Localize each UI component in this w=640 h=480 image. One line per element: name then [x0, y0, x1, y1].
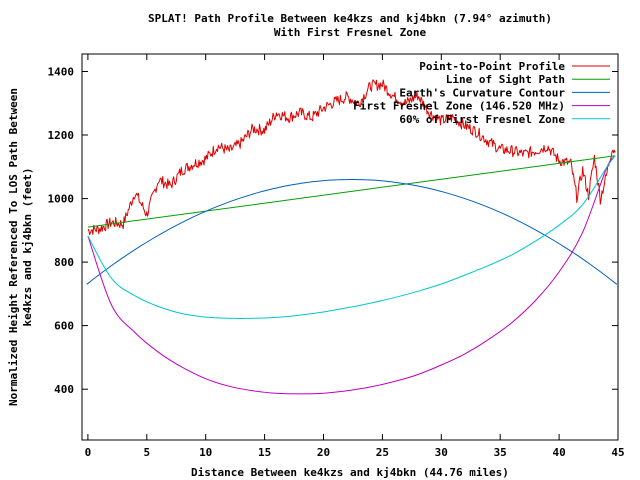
- legend-entry-label: Point-to-Point Profile: [419, 60, 565, 73]
- series-line-1: [87, 155, 616, 228]
- y-tick-label: 1400: [48, 66, 75, 79]
- x-tick-label: 15: [258, 446, 271, 459]
- x-tick-label: 45: [611, 446, 624, 459]
- x-tick-label: 30: [435, 446, 448, 459]
- legend-entry-label: Line of Sight Path: [446, 73, 565, 86]
- plot-frame: [81, 53, 619, 441]
- y-tick-label: 600: [54, 320, 74, 333]
- chart-title: SPLAT! Path Profile Between ke4kzs and k…: [148, 12, 552, 25]
- x-axis-label: Distance Between ke4kzs and kj4bkn (44.7…: [191, 466, 509, 479]
- legend-entry-label: First Fresnel Zone (146.520 MHz): [353, 100, 565, 113]
- legend-entry-label: 60% of First Fresnel Zone: [399, 113, 565, 126]
- series-line-0: [87, 79, 616, 235]
- x-tick-label: 20: [317, 446, 330, 459]
- series-line-3: [87, 155, 616, 395]
- series-line-2: [86, 179, 618, 285]
- y-axis-label-line-2: ke4kzs and kj4bkn (feet): [21, 168, 34, 327]
- chart-subtitle: With First Fresnel Zone: [274, 26, 427, 39]
- y-tick-label: 400: [54, 383, 74, 396]
- series-layer: [86, 79, 618, 395]
- y-tick-label: 800: [54, 256, 74, 269]
- x-tick-label: 25: [376, 446, 389, 459]
- y-tick-label: 1000: [48, 193, 75, 206]
- axes: 0 5 10 15 20 25 30 35 40 45 400 600 800 1000 1200 1400: [48, 54, 625, 459]
- series-line-4: [87, 155, 616, 319]
- x-tick-label: 10: [199, 446, 212, 459]
- y-tick-label: 1200: [48, 129, 75, 142]
- x-tick-label: 0: [85, 446, 92, 459]
- x-tick-label: 40: [552, 446, 565, 459]
- x-tick-label: 35: [494, 446, 507, 459]
- y-axis-label-line-1: Normalized Height Referenced To LOS Path…: [7, 88, 20, 406]
- x-tick-label: 5: [143, 446, 150, 459]
- legend-entry-label: Earth's Curvature Contour: [399, 86, 565, 99]
